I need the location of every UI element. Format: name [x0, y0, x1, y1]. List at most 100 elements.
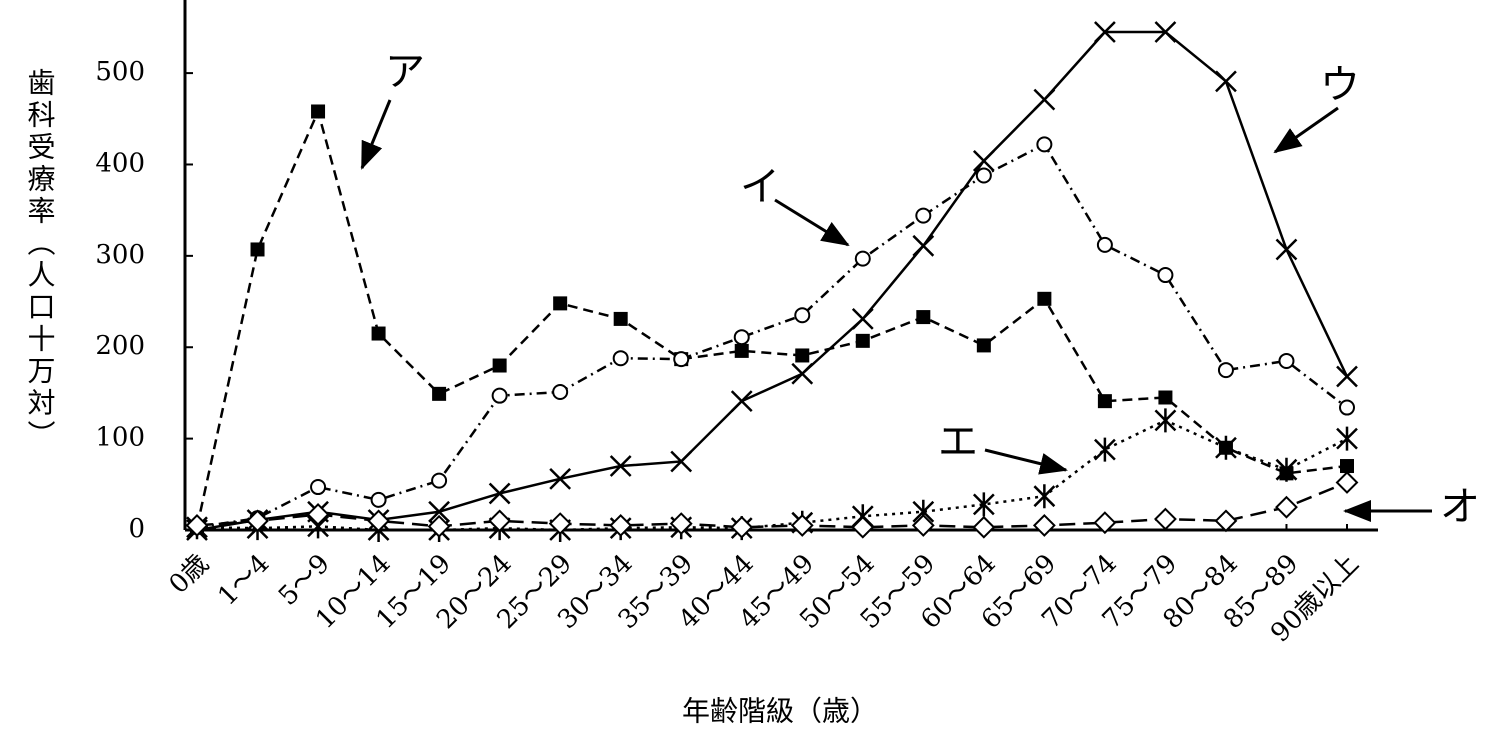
marker [670, 450, 693, 473]
marker [1336, 365, 1358, 388]
arrow [984, 448, 1068, 475]
marker [1214, 509, 1238, 533]
marker [428, 500, 450, 523]
marker [1275, 495, 1298, 519]
marker [552, 384, 569, 401]
marker [791, 362, 814, 385]
marker [250, 242, 265, 257]
marker [1217, 362, 1234, 379]
y-tick-label: 0 [128, 514, 145, 544]
marker [1093, 511, 1117, 535]
marker [1278, 352, 1295, 369]
marker [488, 482, 511, 505]
line [196, 142, 1348, 529]
marker [1097, 394, 1112, 409]
arrow [774, 198, 850, 247]
y-tick-label: 100 [95, 423, 145, 453]
marker [1036, 136, 1053, 153]
marker [673, 351, 690, 368]
marker [972, 492, 995, 517]
marker [1157, 267, 1174, 284]
marker [370, 491, 387, 508]
x-axis-title: 年齢階級（歳） [682, 695, 878, 728]
marker [911, 514, 935, 537]
marker [609, 455, 632, 477]
series-label: ウ [1320, 62, 1360, 108]
marker [972, 149, 995, 172]
marker [371, 326, 386, 341]
marker [915, 207, 932, 224]
y-tick-label: 200 [95, 331, 145, 361]
marker [1037, 291, 1052, 306]
marker [246, 509, 269, 533]
marker [1335, 471, 1359, 494]
marker [1094, 437, 1116, 462]
marker [612, 350, 629, 367]
marker [854, 250, 871, 267]
marker [1336, 426, 1358, 451]
marker [431, 472, 448, 489]
marker [1275, 238, 1298, 261]
marker [549, 467, 572, 490]
marker [916, 310, 931, 325]
series-label: イ [740, 164, 780, 210]
marker [185, 514, 209, 537]
marker [367, 509, 390, 533]
marker [1340, 459, 1354, 474]
x-tick-label: 0歳 [164, 549, 215, 600]
marker [795, 348, 810, 363]
marker [311, 104, 326, 119]
marker [855, 333, 870, 348]
marker [1215, 70, 1237, 93]
series [186, 408, 1358, 542]
arrow [1273, 106, 1339, 154]
marker [491, 387, 508, 404]
marker [1339, 399, 1355, 416]
line [196, 30, 1349, 532]
marker [669, 512, 693, 536]
marker [488, 509, 512, 533]
marker [790, 514, 814, 537]
marker [912, 234, 935, 257]
marker [427, 514, 451, 538]
marker [734, 343, 749, 358]
marker [1154, 21, 1177, 43]
annotation-arrows [360, 99, 1432, 522]
marker [1094, 21, 1116, 43]
marker [730, 390, 753, 413]
x-tick-label: 1～4 [212, 549, 275, 612]
marker [1096, 236, 1113, 253]
y-tick-label: 500 [95, 57, 145, 87]
marker [851, 515, 875, 539]
marker [1033, 484, 1056, 509]
marker [976, 338, 991, 353]
marker [553, 296, 568, 311]
marker [310, 479, 327, 496]
y-tick-label: 400 [95, 148, 145, 178]
series [185, 471, 1359, 539]
marker [730, 515, 754, 539]
series-label: オ [1440, 484, 1480, 530]
marker [1154, 408, 1177, 433]
marker [1215, 435, 1237, 460]
line [196, 418, 1348, 532]
series-label: ア [385, 49, 425, 95]
marker [492, 358, 507, 373]
marker [548, 512, 572, 536]
marker [975, 167, 992, 184]
marker [609, 514, 633, 537]
marker [1033, 88, 1056, 111]
marker [851, 308, 874, 330]
marker [972, 515, 996, 539]
series [186, 21, 1358, 541]
marker [306, 503, 330, 526]
y-tick-label: 300 [95, 240, 145, 270]
marker [613, 311, 628, 326]
marker [794, 307, 811, 324]
line [195, 107, 1348, 528]
y-axis-title: 歯科受療率（人口十万対） [24, 68, 57, 452]
marker [1158, 390, 1173, 405]
arrow [360, 99, 392, 170]
